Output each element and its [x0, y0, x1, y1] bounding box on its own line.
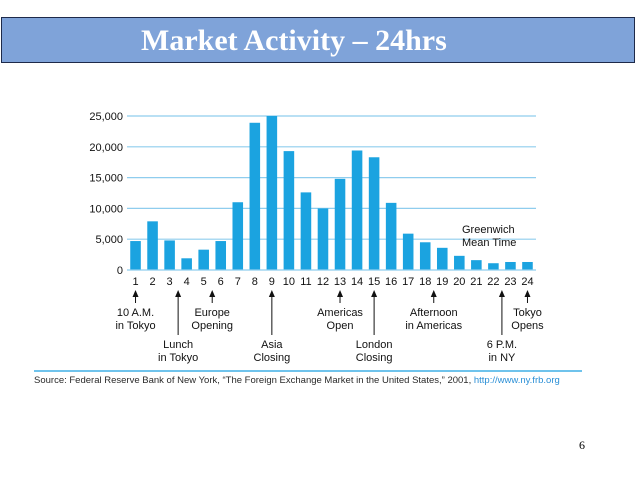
- event-arrow-head: [430, 290, 437, 297]
- x-tick-label: 3: [167, 276, 173, 288]
- event-arrow-head: [524, 290, 531, 297]
- y-tick-label: 20,000: [89, 142, 123, 154]
- x-tick-label: 23: [504, 276, 516, 288]
- event-label: 6 P.M.: [487, 339, 517, 351]
- event-label: in Americas: [405, 320, 462, 332]
- x-tick-label: 16: [385, 276, 397, 288]
- bar: [249, 122, 261, 270]
- event-label: Lunch: [163, 339, 193, 351]
- bar: [385, 202, 397, 270]
- event-arrow-head: [268, 290, 275, 297]
- event-arrow-head: [209, 290, 216, 297]
- bar: [488, 263, 499, 270]
- bar: [454, 255, 465, 270]
- bar: [317, 208, 329, 270]
- x-tick-label: 12: [317, 276, 329, 288]
- x-tick-label: 13: [334, 276, 346, 288]
- event-arrow-head: [175, 290, 182, 297]
- event-label: in Tokyo: [115, 320, 155, 332]
- x-tick-label: 7: [235, 276, 241, 288]
- event-label: in Tokyo: [158, 352, 198, 364]
- bar: [368, 157, 380, 270]
- y-tick-label: 15,000: [89, 173, 123, 185]
- x-tick-label: 8: [252, 276, 258, 288]
- x-tick-label: 11: [300, 276, 311, 288]
- event-label: in NY: [488, 352, 516, 364]
- x-tick-label: 14: [351, 276, 363, 288]
- event-label: Americas: [317, 307, 363, 319]
- bar: [181, 258, 192, 270]
- event-label: Afternoon: [410, 307, 458, 319]
- bar: [215, 241, 227, 270]
- bar: [402, 233, 414, 270]
- event-label: Closing: [356, 352, 393, 364]
- bar: [471, 260, 482, 270]
- bar: [198, 249, 209, 270]
- slide-title: Market Activity – 24hrs: [141, 24, 447, 57]
- gmt-annotation: Mean Time: [462, 237, 516, 249]
- x-tick-label: 10: [283, 276, 295, 288]
- x-tick-label: 4: [184, 276, 190, 288]
- y-tick-label: 0: [117, 265, 123, 277]
- y-tick-label: 10,000: [89, 203, 123, 215]
- bar: [147, 221, 158, 270]
- event-arrow-head: [132, 290, 139, 297]
- bar: [505, 261, 516, 270]
- event-label: London: [356, 339, 393, 351]
- bar: [164, 240, 175, 270]
- x-tick-label: 9: [269, 276, 275, 288]
- event-arrow-head: [337, 290, 344, 297]
- x-tick-label: 24: [521, 276, 533, 288]
- x-tick-label: 17: [402, 276, 414, 288]
- x-tick-label: 6: [218, 276, 224, 288]
- event-label: 10 A.M.: [117, 307, 154, 319]
- event-label: Closing: [254, 352, 291, 364]
- x-tick-label: 5: [201, 276, 207, 288]
- bar: [522, 261, 533, 270]
- bar: [436, 247, 448, 270]
- x-tick-label: 18: [419, 276, 431, 288]
- bar: [232, 202, 244, 270]
- source-text: Source: Federal Reserve Bank of New York…: [34, 375, 474, 386]
- x-tick-label: 15: [368, 276, 380, 288]
- source-note: Source: Federal Reserve Bank of New York…: [34, 375, 560, 386]
- event-label: Tokyo: [513, 307, 542, 319]
- event-label: Opening: [191, 320, 233, 332]
- x-tick-label: 22: [487, 276, 499, 288]
- page-number: 6: [579, 438, 585, 452]
- bar: [266, 116, 278, 270]
- event-label: Asia: [261, 339, 283, 351]
- title-bar: Market Activity – 24hrs: [1, 17, 635, 63]
- x-tick-label: 21: [470, 276, 482, 288]
- x-tick-label: 20: [453, 276, 465, 288]
- y-tick-label: 25,000: [89, 111, 123, 123]
- x-tick-label: 2: [150, 276, 156, 288]
- bar: [300, 192, 312, 270]
- x-tick-label: 1: [132, 276, 138, 288]
- x-tick-label: 19: [436, 276, 448, 288]
- bar: [351, 150, 363, 270]
- event-label: Europe: [194, 307, 229, 319]
- bar: [419, 242, 431, 270]
- gmt-annotation: Greenwich: [462, 224, 515, 236]
- bar: [334, 178, 346, 270]
- event-arrow-head: [371, 290, 378, 297]
- event-label: Open: [327, 320, 354, 332]
- event-arrow-head: [498, 290, 505, 297]
- bar: [283, 151, 295, 270]
- event-label: Opens: [511, 320, 544, 332]
- bar: [130, 241, 141, 270]
- source-link[interactable]: http://www.ny.frb.org: [473, 375, 560, 386]
- y-tick-label: 5,000: [95, 234, 123, 246]
